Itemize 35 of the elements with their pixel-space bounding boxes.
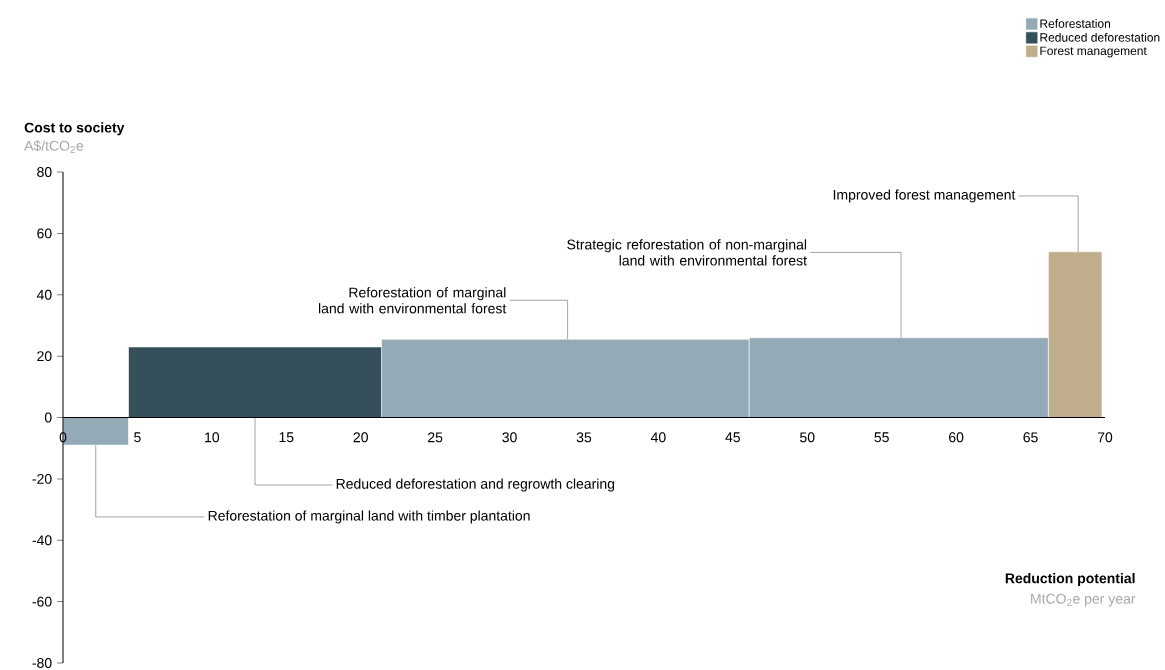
x-tick-label: 50 <box>800 432 815 443</box>
annotation: Reduced deforestation and regrowth clearing <box>336 478 615 492</box>
x-tick-label: 30 <box>502 432 517 443</box>
annotation: Reforestation of marginal land with environmental forest <box>318 287 507 314</box>
y-tick-label: -80 <box>32 658 52 668</box>
x-tick-label: 20 <box>353 432 368 443</box>
x-tick-label: 15 <box>279 432 294 443</box>
legend-label: Forest management <box>1040 46 1147 58</box>
annotation: Improved forest management <box>833 189 1016 203</box>
x-axis-title: Reduction potential <box>1005 573 1135 587</box>
y-tick-label: -40 <box>32 535 52 546</box>
x-tick-label: 10 <box>205 432 220 443</box>
x-tick-label: 60 <box>949 432 964 443</box>
y-tick-label: 60 <box>37 228 52 239</box>
y-tick-label: -20 <box>32 473 52 484</box>
y-tick-label: 0 <box>44 412 52 423</box>
y-tick-label: -60 <box>32 596 52 607</box>
annotation: MtCO$_{2}$e per year <box>1031 593 1136 607</box>
legend-label: Reduced deforestation <box>1040 32 1160 42</box>
y-tick-label: 20 <box>37 351 52 362</box>
x-tick-label: 25 <box>428 432 443 443</box>
x-tick-label: 45 <box>725 432 741 443</box>
y-tick-label: 40 <box>36 289 52 300</box>
y-tick-label: 80 <box>37 167 52 177</box>
x-tick-label: 40 <box>650 432 666 443</box>
annotation: Reforestation of marginal land with timber plantation <box>208 510 530 524</box>
x-tick-label: 70 <box>1097 432 1113 443</box>
text: A$/tCO$_{2}$e <box>24 140 84 153</box>
x-tick-label: 35 <box>576 432 592 443</box>
x-tick-label: 55 <box>874 432 889 443</box>
x-tick-label: 65 <box>1023 432 1038 443</box>
x-tick-label: 5 <box>134 432 141 443</box>
annotation: Strategic reforestation of non-marginal land with environmental forest <box>567 239 807 266</box>
y-axis-title: Cost to society <box>24 122 125 136</box>
legend-label: Reforestation <box>1040 19 1111 28</box>
